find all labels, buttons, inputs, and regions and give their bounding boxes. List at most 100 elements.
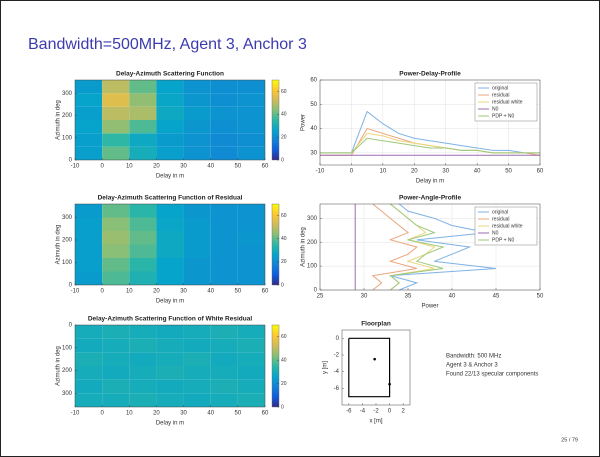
colorbar bbox=[271, 324, 280, 408]
x-tick-label: -10 bbox=[71, 289, 80, 295]
x-tick-label: -4 bbox=[360, 409, 366, 415]
heatmap-cell bbox=[156, 271, 184, 285]
x-axis-label: Delay in m bbox=[416, 179, 444, 185]
heatmap-cell bbox=[237, 244, 265, 258]
heatmap-cell bbox=[102, 393, 130, 407]
heatmap-cell bbox=[102, 231, 130, 245]
heatmap-cell bbox=[210, 106, 238, 120]
x-tick-label: 40 bbox=[449, 294, 456, 300]
x-tick-label: 60 bbox=[262, 164, 269, 170]
heatmap-cell bbox=[183, 217, 211, 231]
heatmap-cell bbox=[129, 271, 157, 285]
colorbar-tick-label: 20 bbox=[281, 259, 287, 265]
legend-label: PDP + N0 bbox=[492, 237, 514, 243]
heatmap-cell bbox=[156, 106, 184, 120]
heatmap-cell bbox=[210, 133, 238, 147]
axes-frame bbox=[341, 329, 411, 406]
heatmap-cell bbox=[183, 231, 211, 245]
colorbar bbox=[271, 203, 280, 286]
y-tick-label: -6 bbox=[334, 386, 340, 392]
heatmap-cell bbox=[102, 352, 130, 366]
plot-area bbox=[342, 330, 410, 405]
heatmap-cell bbox=[237, 133, 265, 147]
colorbar-tick-label: 20 bbox=[281, 381, 287, 387]
heatmap-cell bbox=[129, 379, 157, 394]
heatmap-cell bbox=[156, 379, 184, 394]
heatmap-cell bbox=[75, 258, 103, 272]
heatmap-cell bbox=[129, 258, 157, 272]
legend-label: PDP + N0 bbox=[492, 113, 514, 119]
heatmap-cell bbox=[129, 338, 157, 353]
y-axis-label: Azimuth in deg bbox=[56, 346, 62, 386]
x-tick-label: 40 bbox=[207, 289, 214, 295]
legend-label: N0 bbox=[492, 106, 499, 112]
colorbar-tick-label: 0 bbox=[281, 282, 284, 288]
y-tick-label: 200 bbox=[62, 113, 73, 119]
colorbar-tick-label: 60 bbox=[281, 213, 287, 219]
y-tick-label: -4 bbox=[334, 369, 340, 375]
colorbar bbox=[271, 79, 280, 161]
heatmap-cell bbox=[183, 379, 211, 394]
position-point bbox=[373, 357, 376, 361]
heatmap-cell bbox=[129, 80, 157, 94]
x-tick-label: 20 bbox=[153, 289, 160, 295]
note: Bandwidth: 500 MHz bbox=[446, 354, 501, 360]
heatmap-cell bbox=[210, 120, 238, 134]
y-tick-label: 300 bbox=[307, 216, 318, 222]
y-tick-label: 0 bbox=[314, 288, 318, 294]
heatmap-cell bbox=[129, 244, 157, 258]
note: Found 22/13 specular components bbox=[446, 372, 538, 378]
heatmap-cell bbox=[156, 217, 184, 231]
x-axis-label: Power bbox=[421, 304, 438, 310]
position-point bbox=[388, 382, 391, 386]
y-tick-label: 100 bbox=[62, 345, 73, 351]
x-tick-label: 10 bbox=[380, 169, 387, 175]
heatmap-cell bbox=[237, 271, 265, 285]
colorbar-tick-label: 60 bbox=[281, 334, 287, 340]
heatmap-cell bbox=[129, 204, 157, 218]
heatmap-cell bbox=[183, 271, 211, 285]
axes-frame bbox=[74, 203, 266, 286]
heatmap-cell bbox=[183, 258, 211, 272]
colorbar-tick-label: 0 bbox=[281, 404, 284, 410]
x-tick-label: 0 bbox=[100, 289, 104, 295]
heatmap-cell bbox=[156, 231, 184, 245]
heatmap-cell bbox=[183, 352, 211, 366]
y-tick-label: 200 bbox=[62, 368, 73, 374]
heatmap-cell bbox=[75, 146, 103, 160]
heatmap-cell bbox=[237, 93, 265, 107]
y-tick-label: 50 bbox=[310, 102, 317, 108]
heatmap-cell bbox=[156, 133, 184, 147]
heatmap-cell bbox=[156, 146, 184, 160]
x-tick-label: 30 bbox=[180, 289, 187, 295]
heatmap-cell bbox=[183, 93, 211, 107]
heatmap-cell bbox=[183, 106, 211, 120]
heatmap-cell bbox=[210, 338, 238, 353]
chart-title: Delay-Azimuth Scattering Function of Res… bbox=[98, 195, 243, 202]
heatmap-cell bbox=[102, 204, 130, 218]
heatmap-cell bbox=[129, 120, 157, 134]
chart-title: Delay-Azimuth Scattering Function of Whi… bbox=[88, 316, 253, 323]
chart-title: Power-Delay-Profile bbox=[399, 71, 461, 78]
x-tick-label: 20 bbox=[153, 164, 160, 170]
heatmap-cell bbox=[237, 325, 265, 339]
y-axis-label: Power bbox=[301, 114, 307, 131]
heatmap-cell bbox=[102, 133, 130, 147]
series-line bbox=[320, 110, 540, 154]
x-tick-label: 0 bbox=[100, 164, 104, 170]
y-tick-label: 100 bbox=[307, 264, 318, 270]
heatmap-cell bbox=[156, 258, 184, 272]
legend-label: original bbox=[492, 85, 508, 91]
y-tick-label: 200 bbox=[307, 240, 318, 246]
x-tick-label: 20 bbox=[411, 169, 418, 175]
heatmap-cell bbox=[210, 366, 238, 380]
heatmap-cell bbox=[102, 120, 130, 134]
heatmap-cell bbox=[210, 352, 238, 366]
heatmap-cell bbox=[237, 352, 265, 366]
y-tick-label: -2 bbox=[334, 353, 340, 359]
x-tick-label: -10 bbox=[71, 411, 80, 417]
heatmap-cell bbox=[129, 133, 157, 147]
heatmap-cell bbox=[237, 217, 265, 231]
x-tick-label: 40 bbox=[474, 169, 481, 175]
y-tick-label: 40 bbox=[310, 126, 317, 132]
